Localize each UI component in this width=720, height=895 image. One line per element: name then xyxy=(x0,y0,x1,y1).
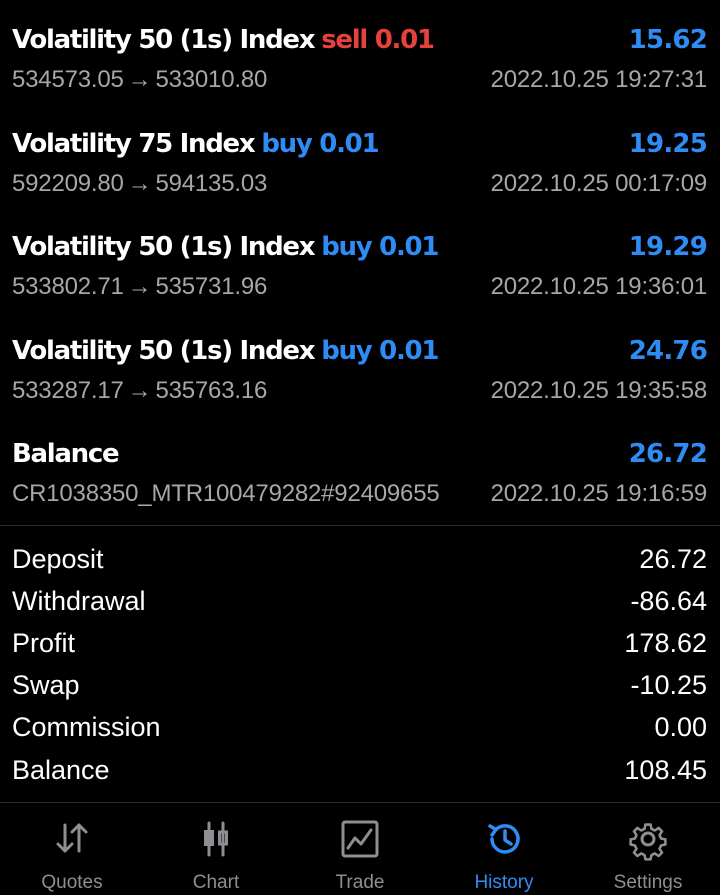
summary-value: 0.00 xyxy=(654,712,707,743)
summary-label: Withdrawal xyxy=(12,585,146,616)
history-list: Volatility 50 (1s) Index sell 0.01 15.62 … xyxy=(0,0,720,518)
summary-row-withdrawal: Withdrawal -86.64 xyxy=(12,580,707,622)
close-price: 535731.96 xyxy=(155,273,268,300)
candlestick-icon xyxy=(204,821,228,857)
balance-label: Balance xyxy=(12,439,120,469)
arrow-right-icon: → xyxy=(127,273,152,300)
gear-icon xyxy=(629,823,667,861)
divider xyxy=(0,525,720,526)
trade-row[interactable]: Volatility 50 (1s) Index buy 0.01 19.29 5… xyxy=(0,207,720,311)
tab-label: Trade xyxy=(335,872,385,893)
open-price: 592209.80 xyxy=(12,169,124,197)
summary-value: 108.45 xyxy=(624,754,707,785)
summary-label: Swap xyxy=(12,670,80,701)
trade-type: buy 0.01 xyxy=(321,335,439,366)
trade-symbol: Volatility 75 Index xyxy=(12,128,256,159)
trade-chart-icon xyxy=(341,820,379,858)
summary-row-swap: Swap -10.25 xyxy=(12,665,707,707)
tab-trade[interactable]: Trade xyxy=(288,803,432,895)
trade-symbol: Volatility 50 (1s) Index xyxy=(12,335,316,366)
summary-row-profit: Profit 178.62 xyxy=(12,622,707,664)
summary-row-commission: Commission 0.00 xyxy=(12,707,707,749)
summary-panel: Deposit 26.72 Withdrawal -86.64 Profit 1… xyxy=(12,538,707,791)
trade-time: 2022.10.25 19:35:58 xyxy=(490,376,708,404)
trade-row[interactable]: Volatility 50 (1s) Index sell 0.01 15.62 … xyxy=(0,0,720,104)
summary-row-balance: Balance 108.45 xyxy=(12,749,707,791)
balance-amount: 26.72 xyxy=(628,439,708,469)
trade-time: 2022.10.25 00:17:09 xyxy=(490,169,708,197)
close-price: 535763.16 xyxy=(155,376,268,404)
tab-chart[interactable]: Chart xyxy=(144,803,288,895)
trade-row[interactable]: Volatility 50 (1s) Index buy 0.01 24.76 5… xyxy=(0,311,720,415)
tab-bar: Quotes Chart Trade History xyxy=(0,802,720,895)
summary-label: Profit xyxy=(12,627,76,658)
tab-label: History xyxy=(474,872,534,893)
quotes-arrows-icon xyxy=(56,823,88,853)
balance-row[interactable]: Balance 26.72 CR1038350_MTR100479282#924… xyxy=(0,414,720,518)
open-price: 533287.17 xyxy=(12,376,124,404)
tab-label: Settings xyxy=(613,872,683,893)
tab-label: Quotes xyxy=(41,872,103,893)
summary-row-deposit: Deposit 26.72 xyxy=(12,538,707,580)
trade-symbol: Volatility 50 (1s) Index xyxy=(12,25,316,55)
trade-symbol: Volatility 50 (1s) Index xyxy=(12,232,316,262)
arrow-right-icon: → xyxy=(127,169,152,197)
summary-value: -86.64 xyxy=(630,585,707,616)
summary-value: 26.72 xyxy=(639,543,707,574)
arrow-right-icon: → xyxy=(127,376,152,404)
balance-time: 2022.10.25 19:16:59 xyxy=(490,480,708,507)
tab-history[interactable]: History xyxy=(432,803,576,895)
trade-profit: 19.25 xyxy=(628,128,708,159)
open-price: 534573.05 xyxy=(12,66,124,93)
tab-settings[interactable]: Settings xyxy=(576,803,720,895)
balance-reference: CR1038350_MTR100479282#92409655 xyxy=(12,480,440,507)
summary-value: 178.62 xyxy=(624,627,707,658)
open-price: 533802.71 xyxy=(12,273,124,300)
trade-profit: 19.29 xyxy=(628,232,708,262)
close-price: 533010.80 xyxy=(155,66,268,93)
trade-time: 2022.10.25 19:36:01 xyxy=(490,273,708,300)
trade-profit: 15.62 xyxy=(628,25,708,55)
summary-label: Deposit xyxy=(12,543,104,574)
trade-type: buy 0.01 xyxy=(261,128,379,159)
trade-time: 2022.10.25 19:27:31 xyxy=(490,66,708,93)
tab-quotes[interactable]: Quotes xyxy=(0,803,144,895)
tab-label: Chart xyxy=(192,872,240,893)
arrow-right-icon: → xyxy=(127,66,152,93)
summary-value: -10.25 xyxy=(630,670,707,701)
summary-label: Commission xyxy=(12,712,161,743)
trade-profit: 24.76 xyxy=(628,335,708,366)
trade-type: sell 0.01 xyxy=(321,25,435,55)
close-price: 594135.03 xyxy=(155,169,268,197)
history-clock-icon xyxy=(488,824,520,854)
trade-type: buy 0.01 xyxy=(321,232,439,262)
trade-row[interactable]: Volatility 75 Index buy 0.01 19.25 592209… xyxy=(0,104,720,208)
summary-label: Balance xyxy=(12,754,110,785)
